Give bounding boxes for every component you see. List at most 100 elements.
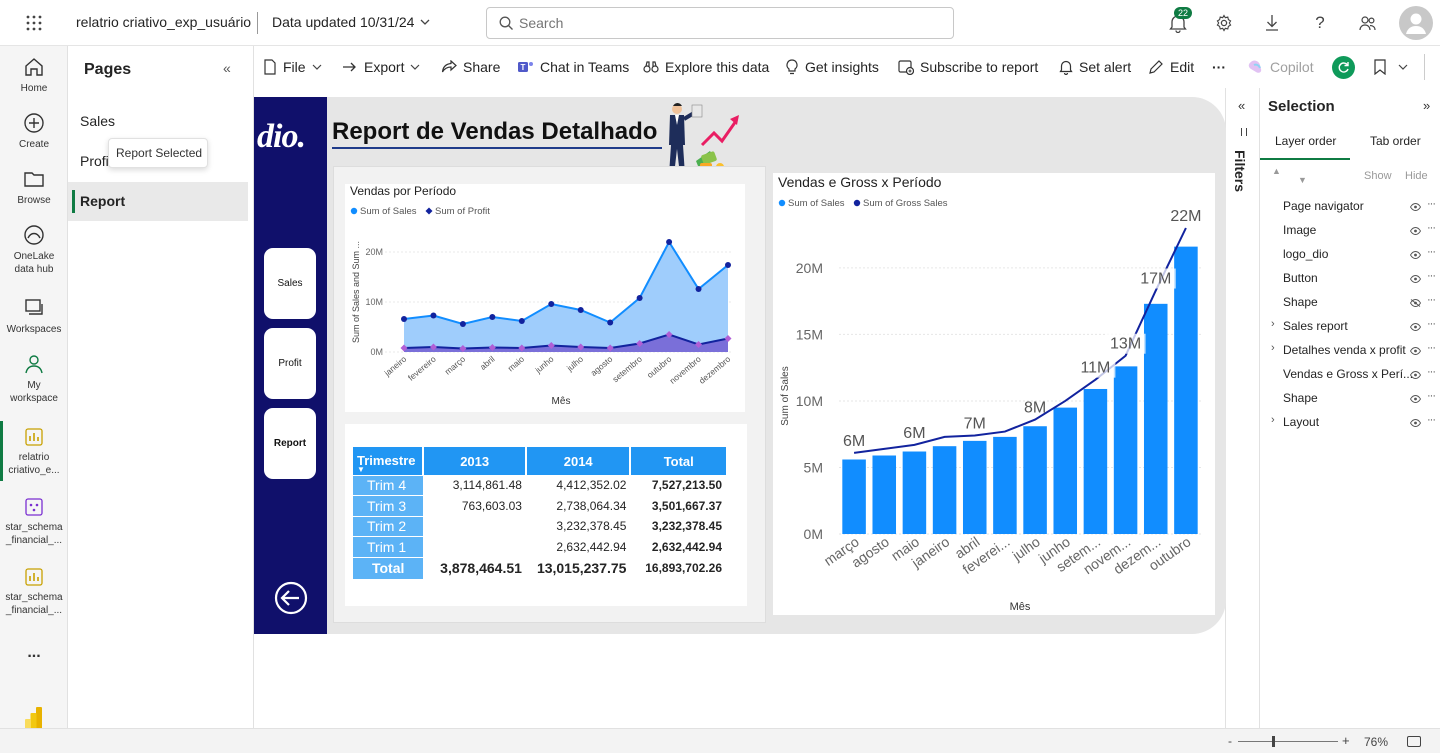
matrix-row[interactable]: Trim 2 3,232,378.45 3,232,378.45 <box>353 515 726 537</box>
matrix-row[interactable]: Trim 1 2,632,442.94 2,632,442.94 <box>353 536 726 557</box>
hide-all-button[interactable]: Hide <box>1405 170 1428 182</box>
eye-off-icon[interactable] <box>1410 299 1421 307</box>
layer-more-icon[interactable]: ··· <box>1427 294 1436 306</box>
chevron-right-icon[interactable]: › <box>1271 318 1275 330</box>
layer-item[interactable]: Page navigator <box>1283 199 1423 213</box>
layer-more-icon[interactable]: ··· <box>1427 366 1436 378</box>
nav-more[interactable]: ... <box>27 644 41 661</box>
nav-create[interactable]: Create <box>0 112 68 151</box>
nav-semantic-model[interactable]: star_schema _financial_... <box>0 497 68 547</box>
nav-onelake[interactable]: OneLake data hub <box>0 224 68 276</box>
layer-more-icon[interactable]: ··· <box>1427 198 1436 210</box>
chevron-right-icon[interactable]: › <box>1271 342 1275 354</box>
copilot-button[interactable]: Copilot <box>1248 46 1314 88</box>
nav-browse[interactable]: Browse <box>0 168 68 207</box>
zoom-slider-thumb[interactable] <box>1272 736 1275 747</box>
nav-button-sales[interactable]: Sales <box>264 248 316 319</box>
eye-icon[interactable] <box>1410 203 1421 211</box>
nav-home[interactable]: Home <box>0 56 68 95</box>
eye-icon[interactable] <box>1410 251 1421 259</box>
nav-my-workspace[interactable]: My workspace <box>0 353 68 405</box>
page-tab-sales[interactable]: Sales <box>80 113 116 129</box>
move-down-icon[interactable]: ▼ <box>1298 175 1307 185</box>
matrix-card[interactable]: Trimestre ▼ 2013 2014 Total Trim 4 3,114,… <box>345 424 747 606</box>
layer-more-icon[interactable]: ··· <box>1427 342 1436 354</box>
back-arrow-button[interactable] <box>273 580 309 616</box>
collapse-filters-button[interactable]: « <box>1238 98 1245 113</box>
eye-icon[interactable] <box>1410 371 1421 379</box>
layer-item[interactable]: Image <box>1283 223 1423 237</box>
matrix-row[interactable]: Trim 4 3,114,861.48 4,412,352.02 7,527,213.… <box>353 474 726 496</box>
matrix-header-2013[interactable]: 2013 <box>422 447 526 475</box>
edit-button[interactable]: Edit <box>1148 46 1194 88</box>
eye-icon[interactable] <box>1410 227 1421 235</box>
zoom-in-button[interactable]: + <box>1342 733 1350 748</box>
layer-item[interactable]: Detalhes venda x profit <box>1283 343 1423 357</box>
layer-more-icon[interactable]: ··· <box>1427 222 1436 234</box>
layer-item[interactable]: Layout <box>1283 415 1423 429</box>
eye-icon[interactable] <box>1410 275 1421 283</box>
zoom-level[interactable]: 76% <box>1364 735 1389 749</box>
eye-icon[interactable] <box>1410 323 1421 331</box>
area-chart-card[interactable]: Vendas por Período Sum of Sales Sum of Pro… <box>345 184 745 412</box>
report-name[interactable]: relatrio criativo_exp_usuário <box>76 14 252 30</box>
bar-chart-card[interactable]: Vendas e Gross x Período Sum of Sales Sum … <box>773 173 1215 615</box>
show-all-button[interactable]: Show <box>1364 170 1392 182</box>
file-menu[interactable]: File <box>263 46 322 88</box>
chat-in-teams-button[interactable]: T Chat in Teams <box>517 46 629 88</box>
tab-tab-order[interactable]: Tab order <box>1370 134 1421 148</box>
matrix-header-2014[interactable]: 2014 <box>524 447 631 475</box>
layer-item[interactable]: Shape <box>1283 391 1423 405</box>
layer-more-icon[interactable]: ··· <box>1427 318 1436 330</box>
feedback-button[interactable] <box>1356 11 1380 35</box>
eye-icon[interactable] <box>1410 347 1421 355</box>
share-button[interactable]: Share <box>441 46 500 88</box>
app-launcher-icon[interactable] <box>22 11 46 35</box>
refresh-button[interactable] <box>1332 56 1355 79</box>
nav-workspaces[interactable]: Workspaces <box>0 297 68 336</box>
notifications-button[interactable]: 22 <box>1166 7 1193 35</box>
matrix-header-trimestre[interactable]: Trimestre ▼ <box>353 447 423 475</box>
eye-icon[interactable] <box>1410 395 1421 403</box>
page-tab-profit[interactable]: Profi <box>80 153 109 169</box>
nav-open-report[interactable]: relatrio criativo_e... <box>0 427 68 477</box>
search-input[interactable] <box>519 13 939 33</box>
filters-pane-collapsed[interactable]: « Filters <box>1227 88 1260 728</box>
layer-item[interactable]: logo_dio <box>1283 247 1423 261</box>
avatar[interactable] <box>1399 6 1433 40</box>
nav-button-report[interactable]: Report <box>264 408 316 479</box>
get-insights-button[interactable]: Get insights <box>785 46 879 88</box>
settings-button[interactable] <box>1212 11 1236 35</box>
fit-page-icon[interactable] <box>1407 736 1421 747</box>
matrix-header-total[interactable]: Total <box>629 447 726 475</box>
export-menu[interactable]: Export <box>342 46 420 88</box>
tab-layer-order[interactable]: Layer order <box>1275 134 1337 148</box>
nav-button-profit[interactable]: Profit <box>264 328 316 399</box>
download-button[interactable] <box>1260 11 1284 35</box>
move-up-icon[interactable]: ▲ <box>1272 166 1281 176</box>
zoom-out-button[interactable]: - <box>1228 734 1232 748</box>
chevron-right-icon[interactable]: › <box>1271 414 1275 426</box>
explore-data-button[interactable]: Explore this data <box>643 46 769 88</box>
zoom-slider-track[interactable] <box>1238 741 1338 742</box>
page-tab-report[interactable]: Report <box>68 182 248 221</box>
eye-icon[interactable] <box>1410 419 1421 427</box>
subscribe-button[interactable]: Subscribe to report <box>898 46 1038 88</box>
layer-item[interactable]: Shape <box>1283 295 1423 309</box>
layer-item[interactable]: Button <box>1283 271 1423 285</box>
help-button[interactable]: ? <box>1308 11 1332 35</box>
search-box[interactable] <box>486 7 954 39</box>
data-updated[interactable]: Data updated 10/31/24 <box>272 14 430 30</box>
set-alert-button[interactable]: Set alert <box>1059 46 1131 88</box>
nav-report-2[interactable]: star_schema _financial_... <box>0 567 68 617</box>
layer-item[interactable]: Sales report <box>1283 319 1423 333</box>
layer-more-icon[interactable]: ··· <box>1427 270 1436 282</box>
matrix-row[interactable]: Trim 3 763,603.03 2,738,064.34 3,501,667.37 <box>353 495 726 516</box>
collapse-pages-button[interactable]: « <box>223 60 231 76</box>
layer-more-icon[interactable]: ··· <box>1427 390 1436 402</box>
expand-selection-button[interactable]: » <box>1423 98 1430 113</box>
layer-more-icon[interactable]: ··· <box>1427 414 1436 426</box>
more-options-button[interactable]: ··· <box>1212 59 1226 75</box>
bookmark-button[interactable] <box>1374 59 1386 75</box>
layer-item[interactable]: Vendas e Gross x Perí... <box>1283 367 1423 381</box>
